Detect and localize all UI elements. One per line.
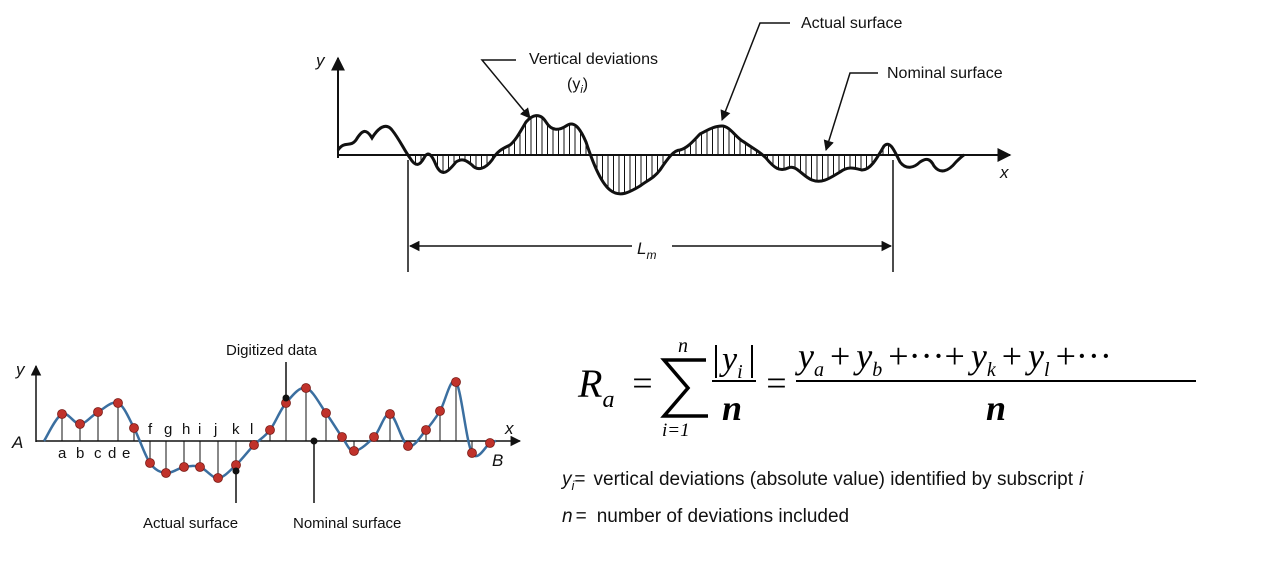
digitized-point <box>93 407 103 417</box>
digitized-point <box>451 377 461 387</box>
top-y-axis-label: y <box>315 51 326 70</box>
digitized-data-label: Digitized data <box>226 342 318 359</box>
rhs-numerator: ya + yb +···+ yk + yl +··· <box>795 336 1112 381</box>
actual-surface-leader <box>720 22 790 121</box>
digitized-point <box>195 462 205 472</box>
vertical-deviations-label: Vertical deviations <box>529 51 658 68</box>
point-a-label: A <box>11 433 23 452</box>
top-actual-surface-curve <box>336 114 965 196</box>
digitized-point <box>145 458 155 468</box>
point-letter-i: i <box>198 421 201 438</box>
digitized-point <box>337 432 347 442</box>
point-letter-h: h <box>182 421 190 438</box>
digitized-leader-dot <box>282 394 290 402</box>
sum-lower-limit: i=1 <box>662 420 690 441</box>
fraction-denominator-1: n <box>722 388 742 428</box>
digitized-point <box>113 398 123 408</box>
formula-lhs: Ra <box>577 361 614 413</box>
top-deviation-hatches <box>409 115 889 194</box>
digitized-point <box>213 473 223 483</box>
digitized-point <box>249 440 259 450</box>
point-letter-j: j <box>213 421 217 438</box>
digitized-point <box>321 408 331 418</box>
point-letter-g: g <box>164 421 172 438</box>
bottom-actual-leader-dot <box>232 467 240 475</box>
formula-equals-2: = <box>764 363 788 403</box>
digitized-point <box>369 432 379 442</box>
vertical-deviations-symbol: (yi) <box>567 76 588 96</box>
bottom-x-axis-label: x <box>504 419 514 438</box>
bottom-point-letters: a b c d e f g h i j k l <box>58 421 253 462</box>
top-x-axis-label: x <box>999 163 1009 182</box>
digitized-point <box>485 438 495 448</box>
bottom-actual-label: Actual surface <box>143 515 238 532</box>
ra-formula: Ra = n i=1 yi n = ya + yb +···+ yk + yl +··· n <box>577 335 1196 441</box>
definitions: yi= vertical deviations (absolute value) … <box>560 469 1084 527</box>
point-letter-e: e <box>122 445 130 462</box>
bottom-nominal-leader-dot <box>310 437 318 445</box>
top-surface-diagram: y x Lm Vertical deviations (yi) Actual s… <box>315 15 1012 272</box>
digitized-point <box>421 425 431 435</box>
bottom-y-axis-label: y <box>15 360 26 379</box>
sum-upper-limit: n <box>678 335 688 357</box>
digitized-point <box>129 423 139 433</box>
nominal-surface-label: Nominal surface <box>887 65 1003 82</box>
bottom-digitized-diagram: y x A B a b c d e f g h i j k l Digitized data Actu… <box>11 342 522 532</box>
digitized-point <box>435 406 445 416</box>
bottom-surface-curve <box>42 379 497 480</box>
digitized-point <box>349 446 359 456</box>
definition-yi: yi= vertical deviations (absolute value) … <box>560 469 1084 493</box>
digitized-point <box>179 462 189 472</box>
point-letter-a: a <box>58 445 67 462</box>
bottom-digitized-points <box>57 377 495 483</box>
top-lm-label: Lm <box>637 239 656 262</box>
point-letter-l: l <box>250 421 253 438</box>
digitized-point <box>57 409 67 419</box>
formula-equals-1: = <box>630 363 654 403</box>
digitized-point <box>467 448 477 458</box>
fraction-denominator-2: n <box>986 388 1006 428</box>
nominal-surface-leader <box>823 72 878 152</box>
sigma-symbol <box>660 358 708 418</box>
actual-surface-label: Actual surface <box>801 15 902 32</box>
vertical-deviations-leader <box>480 59 531 119</box>
point-b-label: B <box>492 451 503 470</box>
digitized-point <box>385 409 395 419</box>
definition-n: n = number of deviations included <box>562 506 849 527</box>
bottom-nominal-label: Nominal surface <box>293 515 401 532</box>
abs-numerator: yi <box>719 341 743 383</box>
point-letter-k: k <box>232 421 240 438</box>
point-letter-b: b <box>76 445 84 462</box>
digitized-point <box>75 419 85 429</box>
digitized-point <box>301 383 311 393</box>
digitized-point <box>403 441 413 451</box>
point-letter-c: c <box>94 445 102 462</box>
digitized-point <box>161 468 171 478</box>
point-letter-d: d <box>108 445 116 462</box>
digitized-point <box>265 425 275 435</box>
point-letter-f: f <box>148 421 153 438</box>
